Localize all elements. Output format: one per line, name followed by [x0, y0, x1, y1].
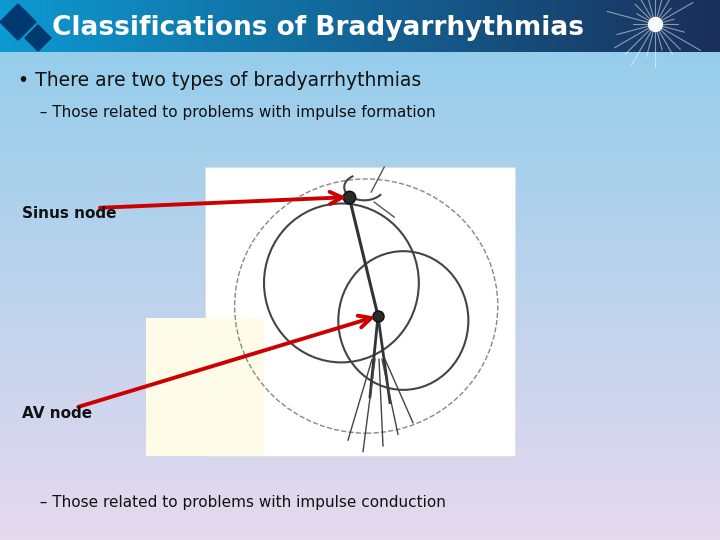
Bar: [205, 167, 515, 456]
Text: – Those related to problems with impulse formation: – Those related to problems with impulse…: [30, 105, 436, 119]
Text: Classifications of Bradyarrhythmias: Classifications of Bradyarrhythmias: [52, 15, 584, 41]
Text: AV node: AV node: [22, 406, 91, 421]
Bar: [146, 318, 264, 456]
Text: • There are two types of bradyarrhythmias: • There are two types of bradyarrhythmia…: [18, 71, 421, 90]
Text: – Those related to problems with impulse conduction: – Those related to problems with impulse…: [30, 495, 446, 510]
Text: Sinus node: Sinus node: [22, 206, 116, 221]
Polygon shape: [25, 25, 51, 51]
Polygon shape: [0, 4, 36, 40]
